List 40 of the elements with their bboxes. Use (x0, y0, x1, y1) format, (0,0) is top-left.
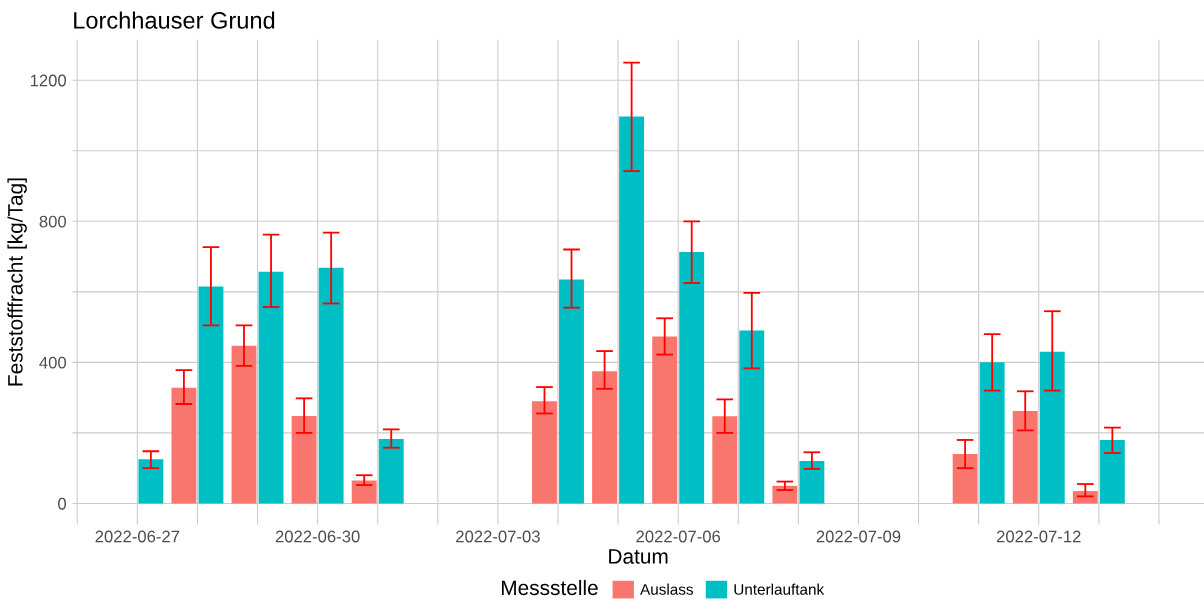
x-tick-label: 2022-06-30 (275, 530, 360, 543)
bar (772, 485, 798, 504)
bar (258, 271, 284, 504)
bar (1039, 351, 1065, 504)
chart-title: Lorchhauser Grund (74, 11, 275, 29)
bar (739, 330, 765, 504)
bar (979, 362, 1005, 504)
bar (1012, 411, 1038, 504)
bar (619, 116, 645, 504)
bar (231, 345, 257, 504)
legend-label: Unterlauftank (734, 583, 825, 595)
bar (592, 371, 618, 504)
x-tick-label: 2022-07-12 (996, 530, 1081, 543)
bar (952, 454, 978, 504)
x-tick-label: 2022-07-09 (816, 530, 901, 543)
bar (679, 251, 705, 504)
bar (532, 401, 557, 504)
bar (712, 416, 738, 504)
y-tick-label: 0 (58, 497, 67, 510)
x-tick-label: 2022-07-03 (456, 530, 540, 543)
bar (291, 415, 317, 504)
y-axis-title: Feststofffracht [kg/Tag] (7, 178, 27, 386)
bar (378, 438, 404, 504)
legend-label: Auslass (640, 583, 693, 595)
bar (171, 387, 197, 504)
x-axis-title: Datum (609, 549, 668, 564)
bar (351, 480, 377, 504)
x-tick-label: 2022-06-27 (95, 530, 180, 543)
y-tick-label: 400 (39, 356, 67, 369)
x-tick-label: 2022-07-06 (636, 530, 721, 543)
bar (198, 286, 224, 504)
bar (1099, 439, 1125, 504)
bar (318, 267, 344, 504)
bar (799, 461, 825, 504)
bar (652, 336, 678, 504)
y-tick-label: 1200 (30, 74, 67, 87)
bar (138, 459, 164, 504)
y-tick-label: 800 (39, 215, 67, 228)
legend-title: Messstelle (501, 579, 598, 596)
bar (559, 279, 584, 504)
